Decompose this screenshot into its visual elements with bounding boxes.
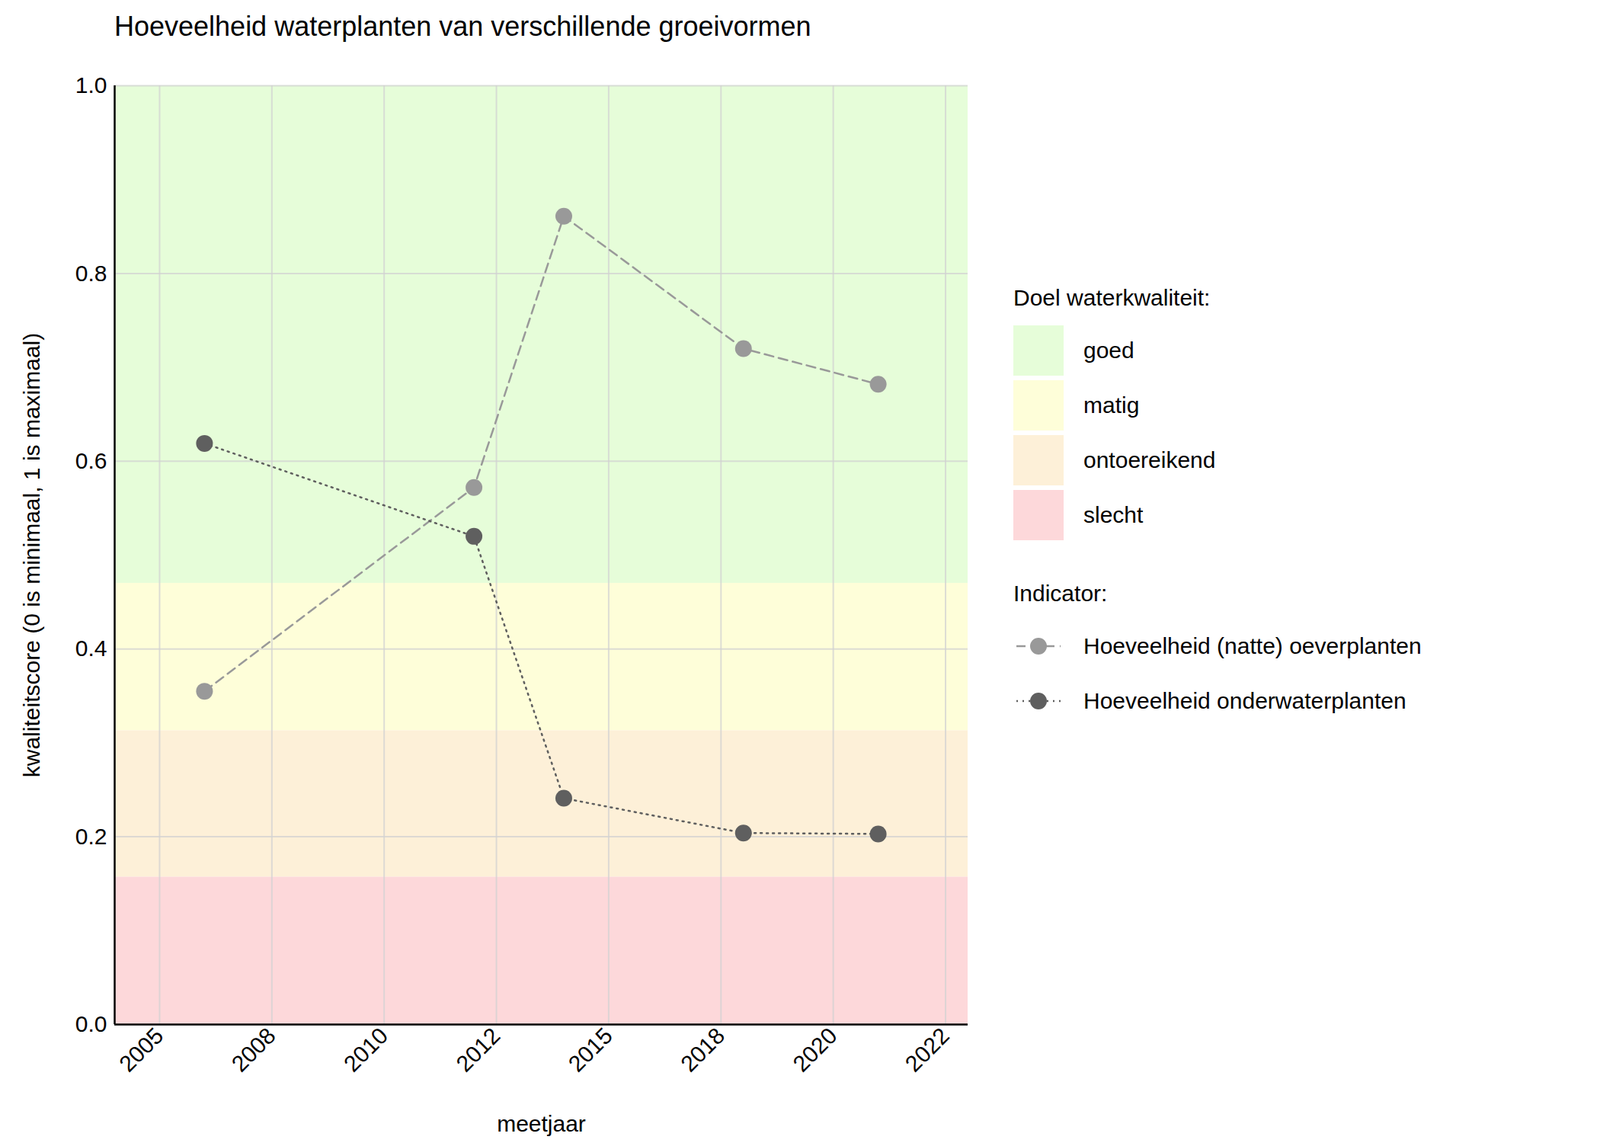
html-text:Doel waterkwaliteit:: Doel waterkwaliteit: <box>1013 284 1211 311</box>
html-text:Hoeveelheid (natte) oeverplant: Hoeveelheid (natte) oeverplanten <box>1083 633 1422 659</box>
svg-text:0.0: 0.0 <box>75 1011 108 1037</box>
svg-text:meetjaar: meetjaar <box>496 1110 586 1136</box>
svg-text:1.0: 1.0 <box>75 72 108 98</box>
html-text:Hoeveelheid waterplanten van v: Hoeveelheid waterplanten van verschillen… <box>114 10 812 42</box>
svg-text:2018: 2018 <box>675 1022 730 1077</box>
html-text:slecht: slecht <box>1083 502 1144 528</box>
svg-text:2022: 2022 <box>900 1022 955 1077</box>
svg-text:0.8: 0.8 <box>75 260 108 286</box>
html-text:Indicator:: Indicator: <box>1013 580 1108 606</box>
html-text:ontoereikend: ontoereikend <box>1083 447 1216 473</box>
svg-text:2005: 2005 <box>114 1022 169 1077</box>
svg-text:2010: 2010 <box>339 1022 394 1077</box>
svg-text:0.6: 0.6 <box>75 448 108 474</box>
svg-text:2015: 2015 <box>563 1022 618 1077</box>
html-text:Hoeveelheid onderwaterplanten: Hoeveelheid onderwaterplanten <box>1083 688 1407 714</box>
svg-text:0.2: 0.2 <box>75 823 108 849</box>
html-text:goed: goed <box>1083 337 1135 363</box>
svg-text:2008: 2008 <box>226 1022 281 1077</box>
svg-text:kwaliteitscore (0 is minimaal,: kwaliteitscore (0 is minimaal, 1 is maxi… <box>19 332 45 778</box>
html-text:matig: matig <box>1083 392 1140 418</box>
svg-text:0.4: 0.4 <box>75 635 108 661</box>
svg-text:2020: 2020 <box>787 1022 842 1077</box>
svg-text:2012: 2012 <box>451 1022 506 1077</box>
